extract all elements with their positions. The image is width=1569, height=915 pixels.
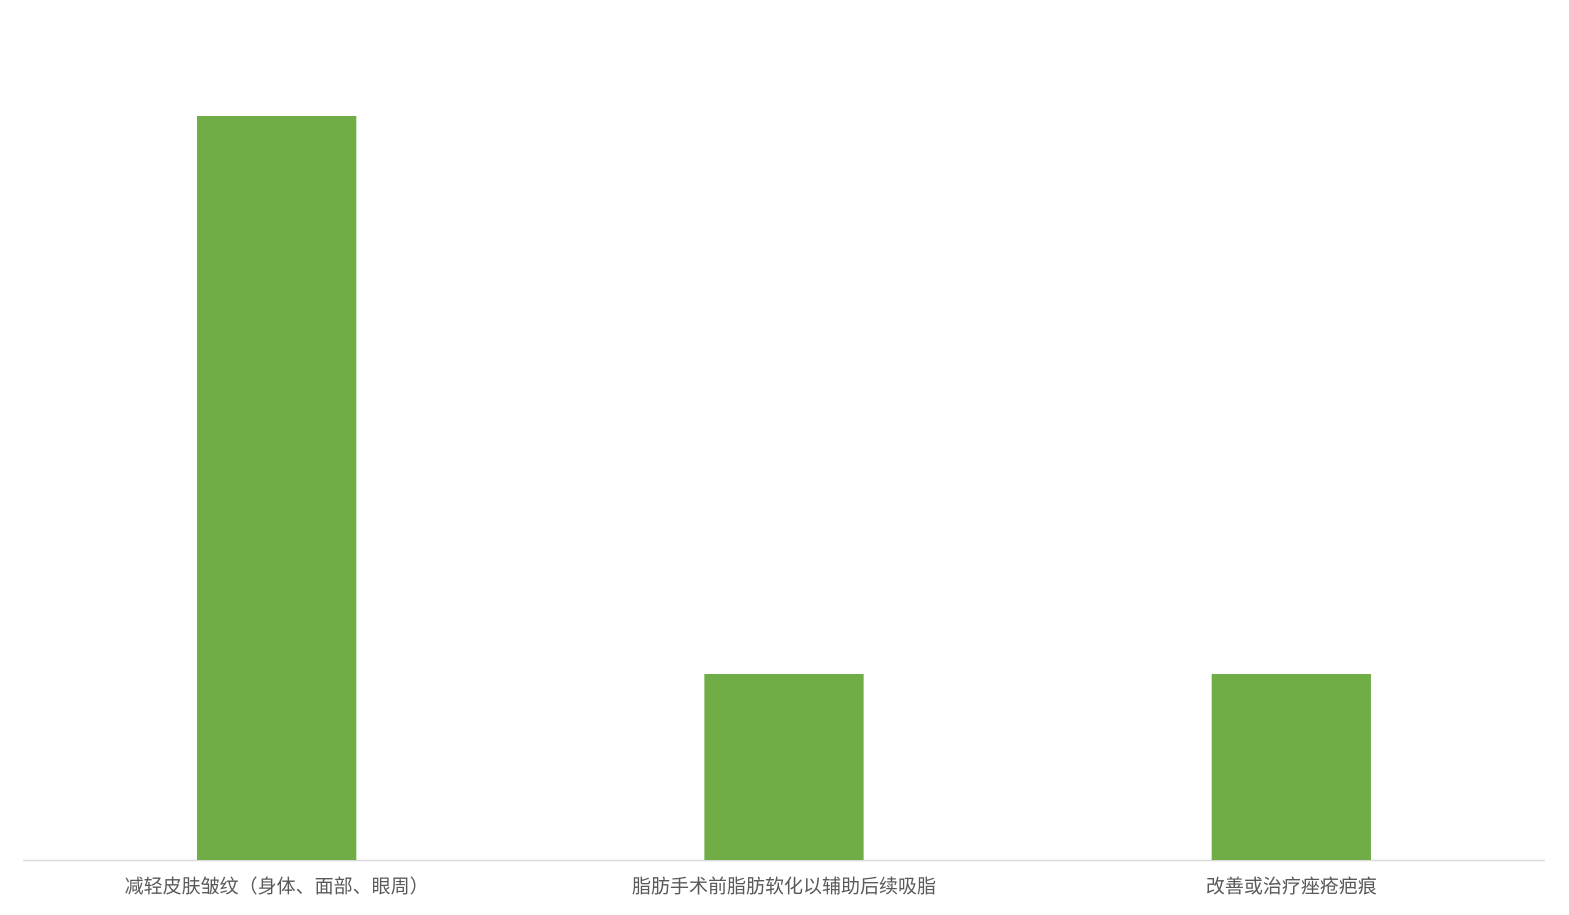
x-tick-label: 改善或治疗痤疮疤痕 (1206, 876, 1377, 898)
bar (197, 116, 357, 860)
x-tick-label: 脂肪手术前脂肪软化以辅助后续吸脂 (632, 876, 936, 898)
bar (1211, 674, 1371, 860)
x-tick-label: 减轻皮肤皱纹（身体、面部、眼周） (125, 876, 429, 898)
bar (704, 674, 864, 860)
